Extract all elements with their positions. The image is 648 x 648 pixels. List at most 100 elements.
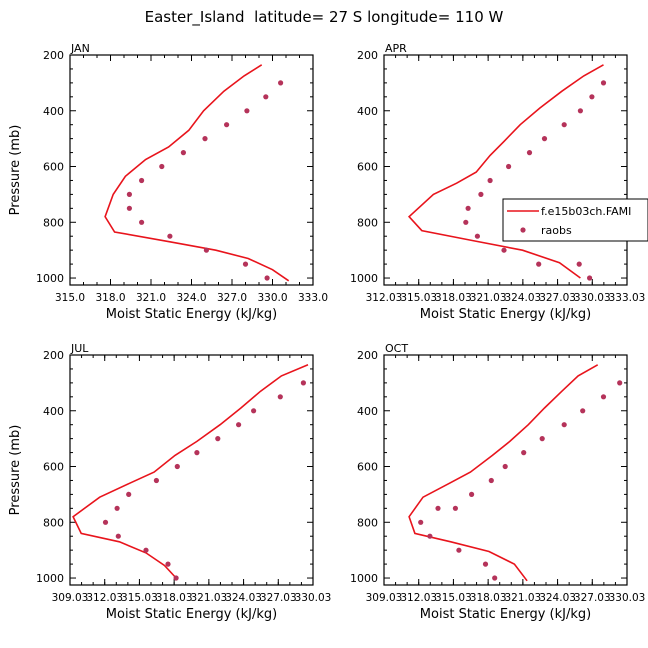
y-tick-label: 400 bbox=[43, 105, 64, 118]
x-tick-label: 321.03 bbox=[470, 292, 507, 304]
obs-point bbox=[506, 163, 512, 170]
model-line bbox=[408, 364, 599, 582]
obs-point bbox=[502, 463, 508, 470]
x-tick-label: 312.03 bbox=[400, 592, 437, 604]
panel-jul: JUL 200 400 600 800 1000 309.03312.03315.03318… bbox=[8, 342, 331, 622]
obs-point bbox=[194, 450, 200, 456]
plot-frame bbox=[69, 354, 314, 586]
legend: f.e15b03ch.FAMI raobs bbox=[502, 198, 648, 242]
model-line bbox=[407, 64, 604, 279]
legend-obs-label: raobs bbox=[541, 224, 572, 237]
y-tick-label: 800 bbox=[357, 216, 378, 229]
obs-point bbox=[501, 247, 507, 253]
model-line bbox=[72, 364, 309, 579]
obs-point bbox=[576, 261, 582, 267]
x-tick-label: 327.03 bbox=[260, 592, 297, 604]
obs-point bbox=[561, 422, 567, 428]
x-tick-label: 333.03 bbox=[609, 292, 646, 304]
x-tick-label: 309.03 bbox=[366, 592, 403, 604]
obs-point bbox=[469, 491, 475, 497]
y-tick-label: 200 bbox=[43, 349, 64, 362]
x-tick-label: 315.0 bbox=[55, 292, 85, 304]
x-tick-label: 330.03 bbox=[295, 592, 332, 604]
figure-title: Easter_Island latitude= 27 S longitude= … bbox=[145, 8, 504, 27]
panel-oct: OCT 200 400 600 800 1000 309.03312.03315.03318… bbox=[350, 342, 645, 622]
obs-point bbox=[492, 575, 498, 581]
x-tick-label: 321.03 bbox=[504, 592, 541, 604]
y-tick-label: 1000 bbox=[36, 572, 64, 585]
obs-point bbox=[435, 505, 441, 511]
obs-point bbox=[165, 561, 171, 567]
obs-point bbox=[577, 108, 584, 114]
y-axis-label: Pressure (mb) bbox=[8, 425, 23, 516]
x-tick-label: 315.03 bbox=[400, 292, 437, 304]
y-tick-label: 600 bbox=[43, 161, 64, 174]
obs-point bbox=[202, 136, 208, 142]
obs-point bbox=[215, 436, 221, 442]
y-tick-label: 400 bbox=[43, 405, 64, 418]
x-tick-label: 330.03 bbox=[609, 592, 646, 604]
obs-point bbox=[251, 408, 257, 414]
obs-point bbox=[587, 275, 593, 281]
x-tick-label: 321.0 bbox=[136, 292, 166, 304]
y-tick-label: 600 bbox=[357, 461, 378, 474]
obs-point bbox=[126, 205, 132, 211]
y-tick-label: 200 bbox=[357, 49, 378, 62]
x-tick-label: 324.03 bbox=[504, 292, 541, 304]
x-tick-label: 312.03 bbox=[366, 292, 403, 304]
legend-box bbox=[502, 198, 648, 242]
y-tick-label: 1000 bbox=[36, 272, 64, 285]
obs-point bbox=[224, 122, 230, 128]
obs-point bbox=[589, 94, 595, 100]
x-tick-label: 333.0 bbox=[298, 292, 328, 304]
x-tick-label: 318.03 bbox=[470, 592, 507, 604]
plot-frame bbox=[383, 54, 628, 286]
obs-point bbox=[536, 261, 542, 267]
obs-point bbox=[139, 177, 145, 184]
y-tick-label: 200 bbox=[357, 349, 378, 362]
obs-point bbox=[474, 233, 480, 239]
obs-point bbox=[126, 191, 132, 197]
obs-point bbox=[478, 191, 484, 197]
y-tick-label: 1000 bbox=[350, 572, 378, 585]
obs-point bbox=[242, 261, 249, 267]
obs-point bbox=[463, 219, 469, 225]
obs-point bbox=[488, 477, 494, 484]
obs-point bbox=[600, 394, 607, 400]
panel-apr: APR 200 400 600 800 1000 312.03315.03318.03321… bbox=[350, 42, 645, 322]
legend-model-label: f.e15b03ch.FAMI bbox=[541, 205, 631, 218]
obs-point bbox=[487, 177, 493, 184]
obs-point bbox=[126, 491, 132, 497]
x-axis-label: Moist Static Energy (kJ/kg) bbox=[106, 607, 277, 622]
obs-point bbox=[102, 519, 109, 525]
obs-point bbox=[139, 219, 145, 225]
obs-point bbox=[115, 533, 121, 539]
panel-jan: JAN 200 400 600 800 1000 315.0 318.0 321.0 324.0 3… bbox=[8, 42, 328, 322]
x-tick-label: 327.03 bbox=[574, 592, 611, 604]
obs-point bbox=[465, 205, 471, 211]
obs-point bbox=[526, 150, 533, 156]
obs-point bbox=[580, 408, 586, 414]
x-axis-label: Moist Static Energy (kJ/kg) bbox=[420, 307, 591, 322]
panel-label: JAN bbox=[70, 42, 90, 55]
y-tick-label: 400 bbox=[357, 105, 378, 118]
plot-frame bbox=[383, 354, 628, 586]
obs-point bbox=[114, 505, 120, 511]
model-line bbox=[104, 64, 290, 282]
y-axis-label: Pressure (mb) bbox=[8, 125, 23, 216]
x-axis-label: Moist Static Energy (kJ/kg) bbox=[106, 307, 277, 322]
x-tick-label: 327.03 bbox=[539, 292, 576, 304]
obs-point bbox=[159, 163, 165, 170]
obs-point bbox=[278, 80, 284, 86]
panel-label: OCT bbox=[385, 342, 408, 355]
obs-point bbox=[539, 436, 545, 442]
obs-point bbox=[561, 122, 567, 128]
obs-point bbox=[173, 575, 179, 581]
obs-point bbox=[600, 80, 607, 86]
obs-point bbox=[263, 94, 269, 100]
x-tick-label: 327.0 bbox=[217, 292, 247, 304]
x-tick-label: 330.0 bbox=[257, 292, 287, 304]
obs-point bbox=[180, 150, 186, 156]
obs-point bbox=[456, 547, 462, 553]
obs-point bbox=[418, 519, 424, 525]
